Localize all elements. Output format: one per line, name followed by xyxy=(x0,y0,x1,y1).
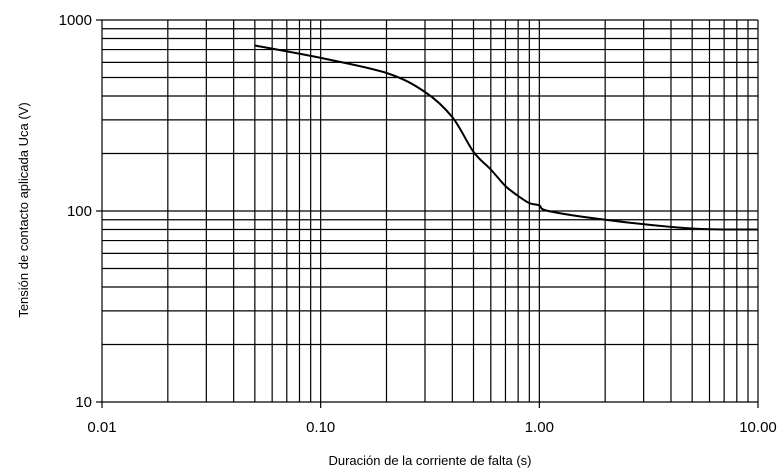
curve-layer xyxy=(254,44,759,231)
series-line xyxy=(254,44,759,231)
y-axis-label: Tensión de contacto aplicada Uca (V) xyxy=(16,102,31,317)
grid xyxy=(96,19,759,408)
y-tick-label: 10 xyxy=(75,394,92,411)
x-tick-label: 1.00 xyxy=(525,419,554,436)
y-tick-label: 1000 xyxy=(59,12,92,29)
y-tick-label: 100 xyxy=(67,203,92,220)
x-axis-label: Duración de la corriente de falta (s) xyxy=(328,453,531,468)
tick-labels: 0.01 0.10 1.00 10.00 10 100 1000 xyxy=(59,12,777,436)
x-tick-label: 0.10 xyxy=(306,419,335,436)
x-tick-label: 10.00 xyxy=(739,419,777,436)
x-tick-label: 0.01 xyxy=(87,419,116,436)
